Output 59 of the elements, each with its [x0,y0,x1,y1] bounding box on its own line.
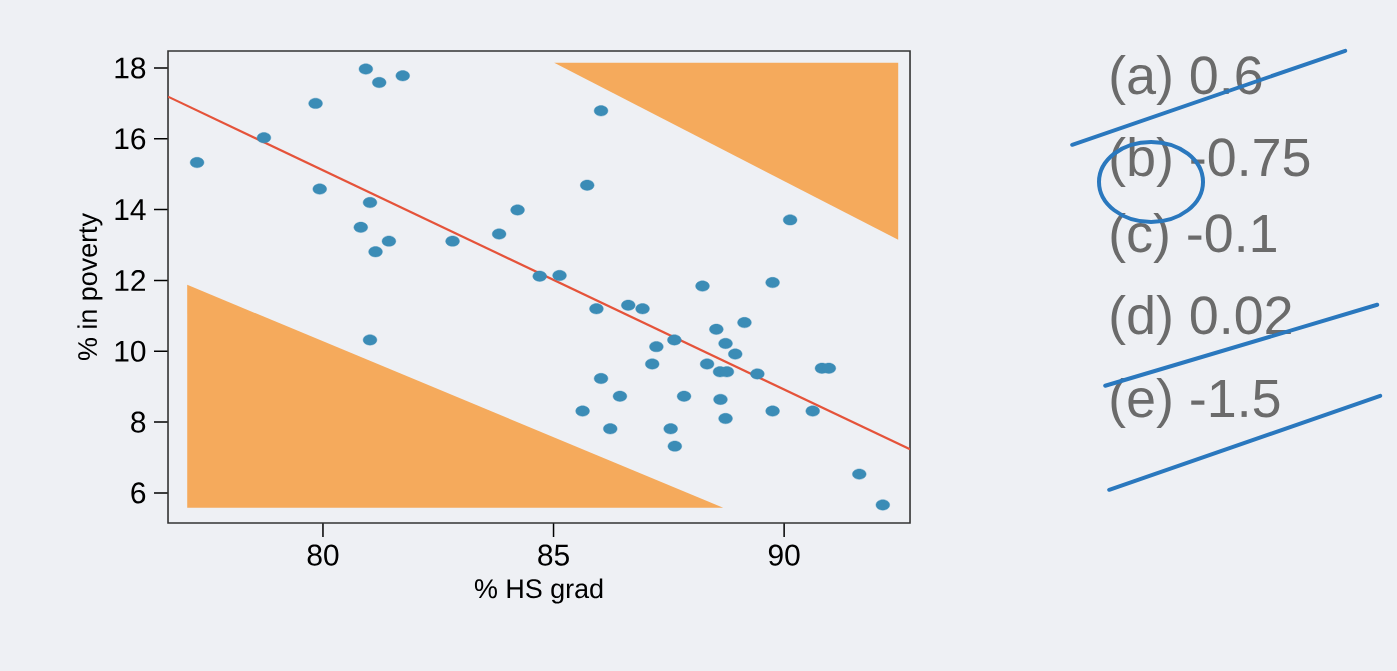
point [709,323,724,335]
point [718,338,733,349]
y-tick-label: 18 [115,57,146,79]
point [663,423,678,435]
x-axis-title: % HS grad [474,578,603,604]
x-tick-label: 85 [538,544,569,566]
point [395,70,410,82]
point [612,390,628,402]
point [589,303,604,315]
point [695,280,710,292]
y-tick-label: 8 [131,411,146,433]
point [580,179,595,191]
y-tick-label: 14 [115,199,146,220]
point [372,77,387,88]
y-tick-label: 6 [131,482,146,504]
point [312,183,327,195]
point [362,334,378,346]
point [621,299,636,311]
text: (d) 0.02 [1111,294,1291,346]
point [445,235,460,247]
point [875,499,890,511]
text: (c) -0.1 [1111,212,1276,264]
point [381,235,396,247]
y-tick-label: 10 [115,340,146,362]
point [552,270,567,281]
point [510,204,525,216]
point [765,277,780,288]
point [718,413,733,424]
point [713,393,728,405]
point [358,63,373,75]
x-tick-label: 90 [768,544,800,566]
x-tick-label: 80 [307,544,339,566]
point [667,440,682,452]
point [737,317,752,328]
point [593,105,609,117]
point [750,368,765,380]
point [256,132,272,144]
point [765,405,780,417]
y-tick-label: 16 [115,128,146,150]
point [603,423,618,435]
point [676,390,692,402]
point [649,341,664,353]
point [368,246,383,258]
point [308,97,323,109]
y-axis-title: % in poverty [77,213,103,361]
point [635,303,650,315]
point [532,270,547,282]
point [728,348,743,360]
point [575,405,590,417]
point [353,221,368,233]
point [852,468,867,480]
text: (e) -1.5 [1111,377,1280,429]
point [667,334,682,346]
y-tick-label: 12 [115,269,145,291]
point [805,405,820,417]
point [783,214,798,226]
point [700,358,715,370]
point [492,228,507,240]
point [645,358,660,370]
